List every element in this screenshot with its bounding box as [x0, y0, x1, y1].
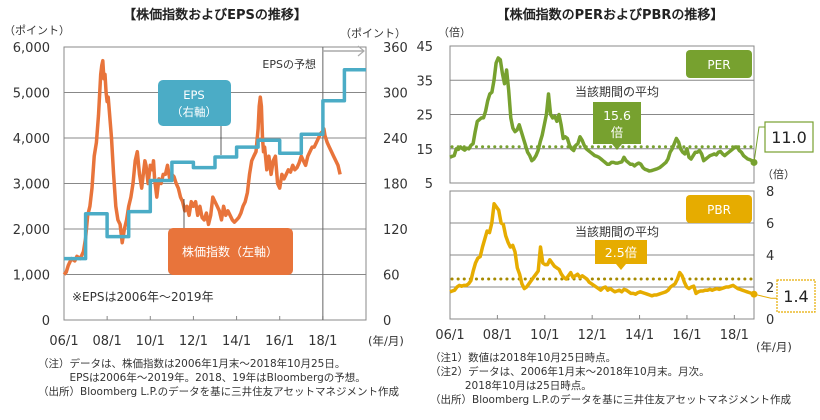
- pbr-average-value: 2.5倍: [605, 245, 637, 260]
- pbr-line: [449, 202, 755, 298]
- per-y-tick-label: 5: [425, 177, 433, 192]
- eps-line: [64, 68, 366, 261]
- pbr-average-pointer: [616, 264, 626, 270]
- per-y-tick-label: 15: [416, 143, 433, 158]
- right-x-tick-label: 14/1: [625, 328, 654, 343]
- right-y-tick-label: 120: [383, 223, 408, 238]
- left-x-tick-label: 12/1: [179, 334, 208, 349]
- pbr-latest-value: 1.4: [783, 287, 808, 306]
- right-y-tick-label: 0: [383, 314, 391, 329]
- forecast-label: EPSの予想: [262, 57, 316, 71]
- right-y-tick-label: 360: [383, 41, 408, 56]
- pbr-panel: 0 2 4 6 8 PBR 当該期間の平均 2.5倍 1.4: [449, 185, 816, 328]
- left-y-tick-label: 2,000: [13, 223, 50, 238]
- per-average-pointer: [612, 144, 622, 150]
- left-x-tick-label: 10/1: [136, 334, 165, 349]
- left-x-tick-label: 14/1: [222, 334, 251, 349]
- right-x-tick-label: 18/1: [720, 328, 749, 343]
- right-chart-title: 【株価指数のPERおよびPBRの推移】: [497, 7, 724, 23]
- left-y-tick-label: 6,000: [13, 41, 50, 56]
- per-panel: 5 15 25 35 45 PER 当該期間の平均 15.6 倍 11.0: [416, 40, 814, 192]
- right-y-tick-label: 180: [383, 178, 408, 193]
- left-y-tick-label: 3,000: [13, 178, 50, 193]
- left-note-3: （出所）Bloomberg L.P.のデータを基に三井住友アセットマネジメント作…: [38, 386, 399, 398]
- per-average-value: 15.6: [603, 108, 631, 123]
- per-latest-value: 11.0: [771, 128, 807, 147]
- right-y-tick-label: 240: [383, 132, 408, 147]
- eps-callout-line1: EPS: [183, 88, 205, 102]
- right-y-tick-label: 60: [383, 269, 400, 284]
- per-line: [449, 56, 756, 173]
- left-axis-unit: （ポイント）: [4, 24, 70, 37]
- pbr-y-tick-label: 2: [766, 281, 774, 296]
- price-callout-label: 株価指数（左軸）: [182, 244, 278, 259]
- pbr-y-tick-label: 8: [766, 185, 774, 200]
- pbr-axis-unit: （倍）: [762, 167, 795, 181]
- left-x-unit: (年/月): [368, 334, 404, 348]
- right-x-tick-label: 16/1: [672, 328, 701, 343]
- eps-period-note: ※EPSは2006年～2019年: [72, 290, 214, 304]
- right-note-3: 2018年10月は25日時点。: [430, 380, 592, 392]
- per-average-unit: 倍: [611, 125, 624, 140]
- left-y-tick-label: 5,000: [13, 87, 50, 102]
- per-y-tick-label: 25: [416, 109, 433, 124]
- pbr-y-tick-label: 4: [766, 249, 774, 264]
- left-x-tick-label: 16/1: [265, 334, 294, 349]
- right-x-tick-label: 06/1: [435, 328, 464, 343]
- price-callout-box: [168, 228, 293, 275]
- pbr-label-box: [686, 195, 752, 223]
- per-pbr-chart: 【株価指数のPERおよびPBRの推移】 （倍） （倍） 5 15 25 35 45 PER…: [416, 7, 816, 354]
- left-note-2: EPSは2006年～2019年。2018、19年はBloombergの予想。: [38, 372, 366, 384]
- right-note-4: （出所）Bloomberg L.P.のデータを基に三井住友アセットマネジメント作…: [430, 394, 791, 406]
- right-x-tick-label: 12/1: [578, 328, 607, 343]
- right-x-tick-label: 08/1: [483, 328, 512, 343]
- per-label-box: [686, 50, 752, 78]
- left-y-tick-label: 1,000: [13, 269, 50, 284]
- pbr-y-tick-label: 0: [766, 313, 774, 328]
- left-x-tick-label: 18/1: [308, 334, 337, 349]
- pbr-latest-box: [776, 279, 816, 313]
- right-x-tick-label: 10/1: [530, 328, 559, 343]
- left-plot-frame: [63, 46, 367, 321]
- left-x-tick-label: 06/1: [49, 334, 78, 349]
- per-average-box: [593, 102, 641, 144]
- left-x-tick-label: 08/1: [93, 334, 122, 349]
- per-label: PER: [707, 58, 730, 72]
- pbr-average-box: [595, 240, 647, 264]
- left-y-tick-label: 4,000: [13, 132, 50, 147]
- pbr-label: PBR: [707, 203, 731, 217]
- left-note-1: （注）データは、株価指数は2006年1月末～2018年10月25日。: [38, 358, 346, 370]
- per-plot-frame: [449, 45, 755, 184]
- eps-price-chart: 【株価指数およびEPSの推移】 （ポイント） （ポイント） 0 1,000 2,00…: [4, 7, 408, 349]
- eps-callout-box: [158, 80, 231, 126]
- right-note-2: （注2）データは、2006年1月末～2018年10月末。月次。: [430, 366, 710, 378]
- pbr-plot-frame: [449, 190, 755, 320]
- per-y-tick-label: 45: [416, 40, 433, 55]
- right-x-unit: (年/月): [756, 340, 792, 354]
- price-index-line: [62, 58, 342, 276]
- per-latest-box: [764, 121, 814, 153]
- left-y-tick-label: 0: [42, 314, 50, 329]
- left-chart-title: 【株価指数およびEPSの推移】: [123, 7, 307, 23]
- per-y-tick-label: 35: [416, 74, 433, 89]
- per-latest-leader: [753, 126, 765, 163]
- pbr-average-caption: 当該期間の平均: [575, 224, 659, 239]
- pbr-latest-leader: [753, 293, 777, 299]
- right-y-tick-label: 300: [383, 87, 408, 102]
- right-axis-unit: （ポイント）: [340, 27, 406, 40]
- pbr-y-tick-label: 6: [766, 217, 774, 232]
- per-average-caption: 当該期間の平均: [575, 84, 659, 99]
- forecast-arrowhead: [357, 45, 365, 57]
- right-note-1: （注1）数値は2018年10月25日時点。: [430, 352, 617, 364]
- per-axis-unit: （倍）: [438, 25, 471, 39]
- eps-callout-line2: （右軸）: [171, 105, 217, 119]
